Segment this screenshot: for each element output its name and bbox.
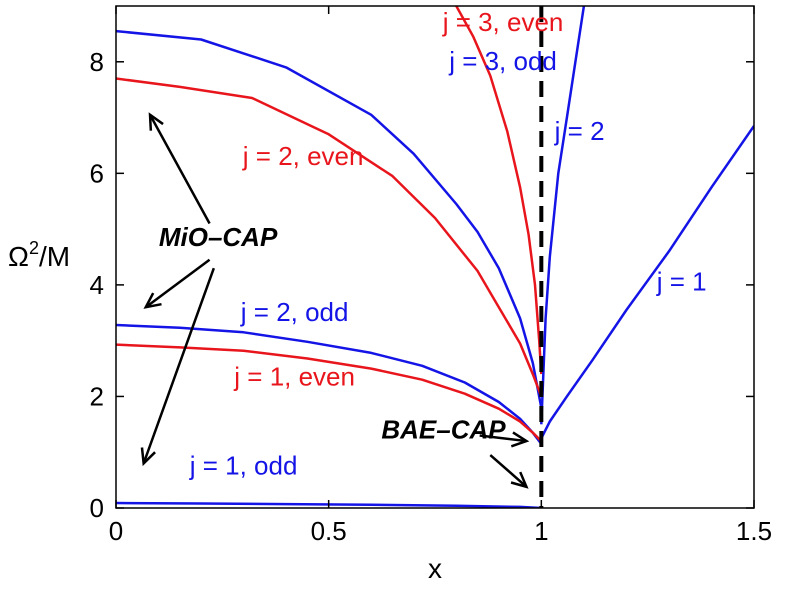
series-line-j-1-odd [116, 501, 542, 508]
series-line-j-1 [540, 125, 754, 439]
annotation-arrow [140, 267, 216, 467]
annotation-arrow-shaft [479, 434, 527, 443]
y-tick-label: 8 [90, 47, 104, 77]
annotation-arrow [479, 431, 530, 448]
y-axis-label-tail: /M [39, 241, 70, 272]
series-label-j-3-odd: j = 3, odd [448, 46, 557, 76]
series-label-j-2: j = 2 [554, 116, 605, 146]
series-label-j-2-odd: j = 2, odd [240, 297, 349, 327]
annotation-arrow-shaft [142, 267, 216, 464]
x-tick-label: 1 [534, 516, 548, 546]
x-tick-label: 0 [109, 516, 123, 546]
series-line-j-1-even [116, 343, 543, 442]
series-line-j-2 [540, 6, 586, 425]
annotation-arrow-head [510, 471, 529, 489]
series-label-j-2-even: j = 2, even [242, 141, 364, 171]
series-line-j-2-even [116, 77, 543, 397]
x-tick-label: 0.5 [311, 516, 347, 546]
series-label-j-1-even: j = 1, even [233, 361, 355, 391]
plot-frame [115, 5, 755, 509]
series-line-j-3-even [455, 6, 543, 375]
annotation-arrow-shaft [145, 258, 211, 309]
annotation-arrow [489, 454, 529, 489]
y-axis-label: Ω2/M [8, 238, 70, 272]
tick-layer: 0 0.5 1 1.5 0 2 4 6 8 [90, 6, 772, 546]
annotation-arrow [143, 258, 211, 309]
series-line-j-2-odd [116, 323, 543, 445]
annotation-arrow-head [143, 292, 162, 309]
annotation-bae-cap: BAE–CAP [381, 414, 506, 444]
y-tick-label: 4 [90, 270, 104, 300]
series-line-j-3-odd [116, 29, 543, 408]
x-tick-label: 1.5 [736, 516, 772, 546]
y-tick-label: 6 [90, 158, 104, 188]
series-layer [116, 6, 754, 508]
annotation-arrow-head [510, 431, 530, 448]
annotation-arrow-shaft [148, 114, 211, 225]
annotation-arrow-shaft [489, 454, 528, 488]
annotation-arrow [148, 112, 211, 225]
y-tick-label: 2 [90, 381, 104, 411]
annotation-layer: j = 3, even j = 3, odd j = 2, even j = 2, o… [140, 7, 707, 489]
y-tick-label: 0 [90, 493, 104, 523]
series-label-j-1: j = 1 [656, 266, 707, 296]
y-axis-label-sup: 2 [29, 238, 39, 258]
y-axis-label-main: Ω [8, 241, 29, 272]
series-label-j-1-odd: j = 1, odd [189, 451, 298, 481]
series-label-j-3-even: j = 3, even [442, 7, 564, 37]
x-axis-label: x [428, 553, 442, 584]
annotation-mio-cap: MiO–CAP [159, 222, 278, 252]
annotation-arrow-head [140, 447, 156, 467]
annotation-arrow-head [148, 112, 164, 131]
plot-area [116, 6, 754, 508]
